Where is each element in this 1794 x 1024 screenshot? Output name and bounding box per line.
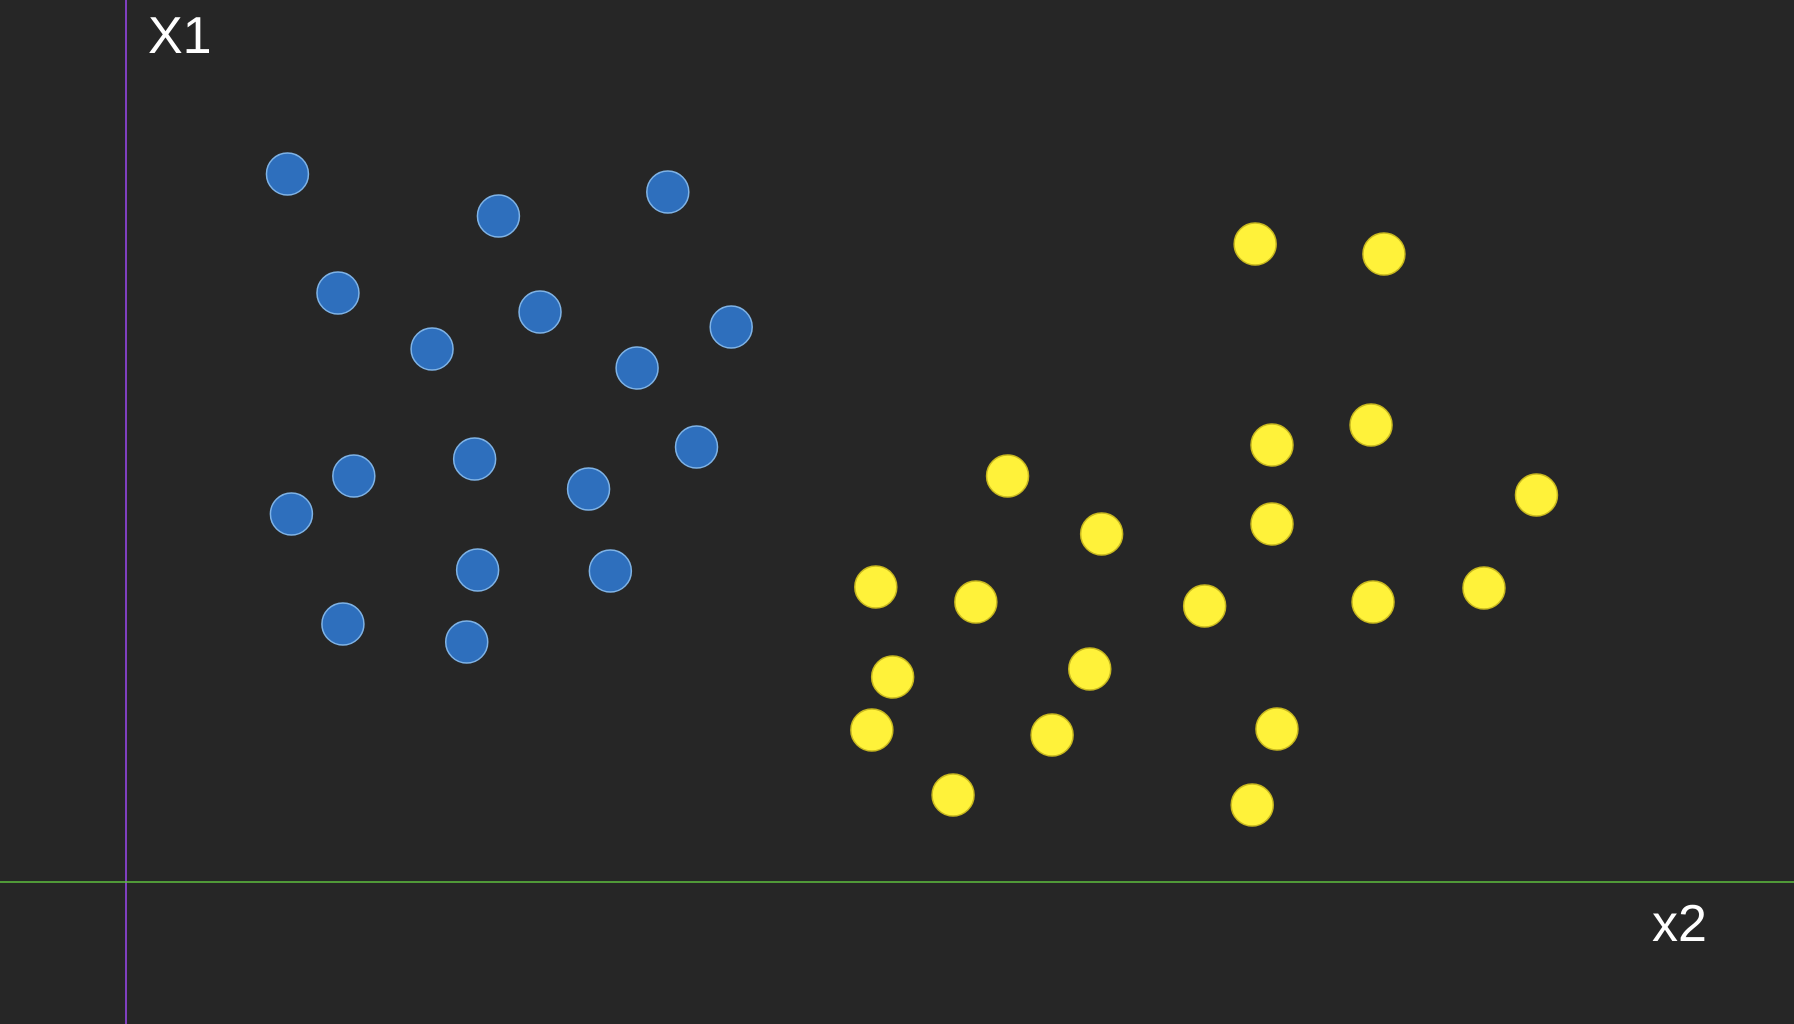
yellow-data-point xyxy=(931,773,975,817)
blue-data-point xyxy=(321,602,365,646)
yellow-data-point xyxy=(1462,566,1506,610)
yellow-data-point xyxy=(1068,647,1112,691)
yellow-data-point xyxy=(854,565,898,609)
yellow-data-point xyxy=(1233,222,1277,266)
yellow-data-point xyxy=(1079,512,1124,556)
yellow-data-point xyxy=(870,655,915,699)
yellow-data-point xyxy=(1255,707,1299,751)
yellow-data-point xyxy=(1030,713,1074,757)
blue-data-point xyxy=(615,346,659,390)
yellow-data-point xyxy=(1250,423,1294,467)
data-points xyxy=(265,152,1559,827)
blue-data-point xyxy=(566,467,611,511)
blue-data-point xyxy=(265,152,310,196)
yellow-data-point xyxy=(1250,502,1294,546)
yellow-data-point xyxy=(1351,580,1395,624)
blue-data-point xyxy=(444,620,489,664)
blue-data-point xyxy=(332,454,376,498)
blue-data-point xyxy=(316,271,360,315)
x2-axis-label: x2 xyxy=(1652,895,1707,953)
blue-data-point xyxy=(518,290,562,334)
x1-axis-label: X1 xyxy=(148,7,212,65)
yellow-data-point xyxy=(1230,783,1274,827)
blue-data-point xyxy=(269,492,314,536)
yellow-data-point xyxy=(985,454,1030,498)
blue-data-point xyxy=(646,170,690,214)
blue-data-point xyxy=(588,549,633,593)
yellow-data-point xyxy=(954,580,998,624)
blue-data-point xyxy=(476,194,521,238)
yellow-data-point xyxy=(1362,232,1406,276)
yellow-data-point xyxy=(1349,403,1393,447)
blue-data-point xyxy=(709,305,753,349)
yellow-data-point xyxy=(1514,473,1559,517)
blue-data-point xyxy=(410,327,454,371)
yellow-data-point xyxy=(1182,584,1227,628)
yellow-data-point xyxy=(850,708,894,752)
blue-data-point xyxy=(455,548,500,592)
blue-data-point xyxy=(674,425,719,469)
blue-data-point xyxy=(452,437,497,481)
